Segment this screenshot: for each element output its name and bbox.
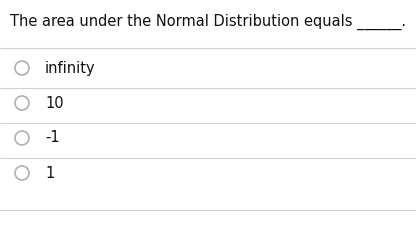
Text: The area under the Normal Distribution equals ______.: The area under the Normal Distribution e… bbox=[10, 14, 406, 30]
Text: 1: 1 bbox=[45, 165, 54, 180]
Text: 10: 10 bbox=[45, 95, 64, 110]
Text: infinity: infinity bbox=[45, 60, 96, 75]
Text: -1: -1 bbox=[45, 130, 59, 145]
